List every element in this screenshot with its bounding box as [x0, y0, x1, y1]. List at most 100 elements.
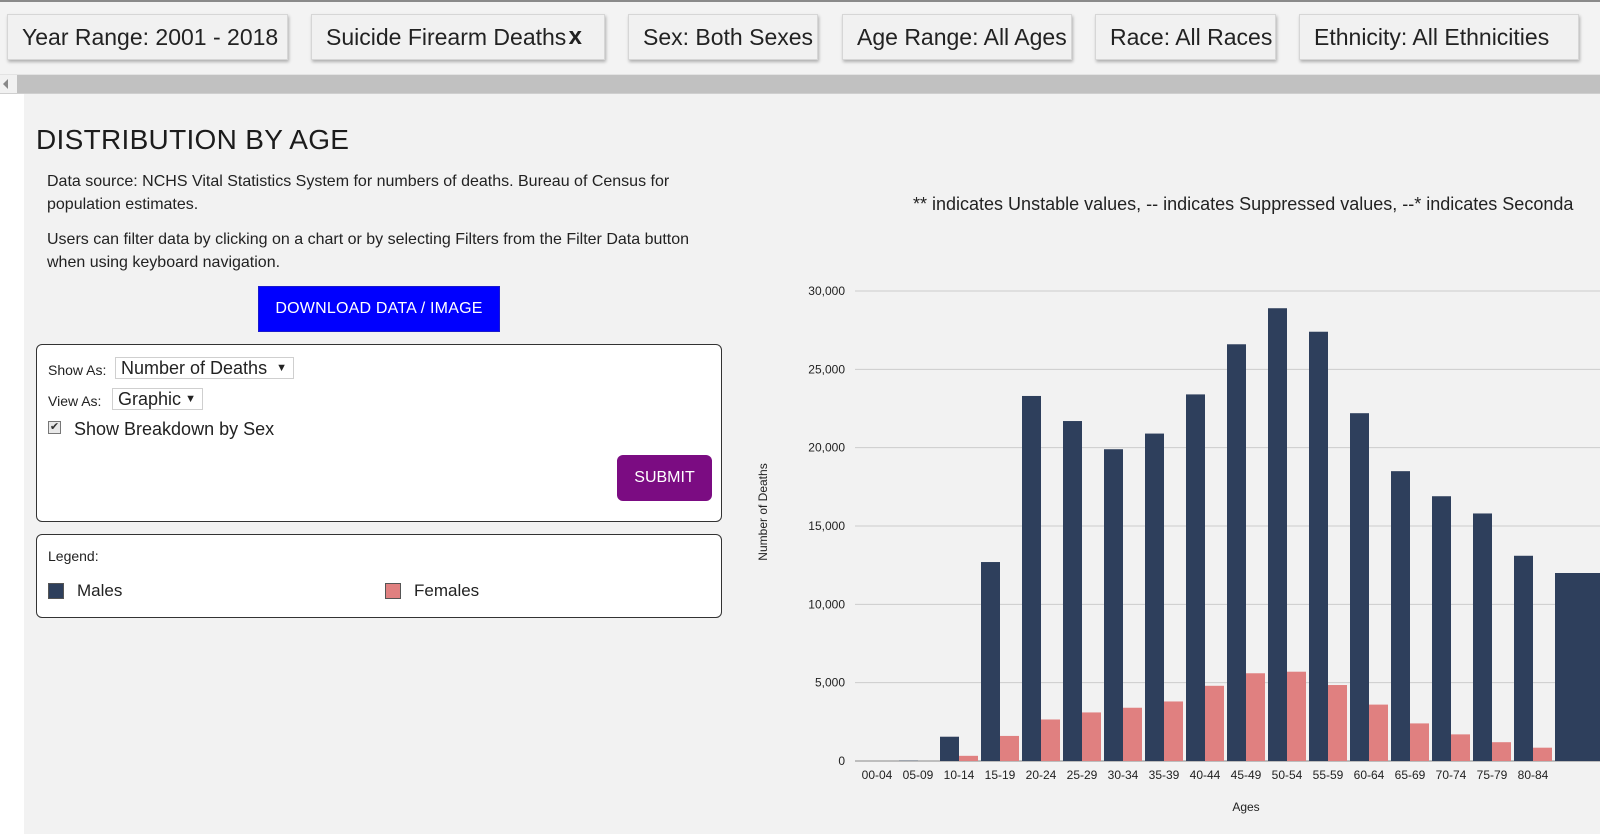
x-tick-label: 55-59 — [1313, 768, 1344, 782]
bar-females-60-64 — [1369, 704, 1388, 761]
y-tick-label: 5,000 — [815, 676, 845, 690]
bar-males-20-24 — [1022, 395, 1041, 761]
bar-females-65-69 — [1410, 723, 1429, 761]
scrollbar-thumb[interactable] — [17, 75, 1600, 93]
bar-females-25-29 — [1082, 712, 1101, 761]
x-tick-label: 60-64 — [1354, 768, 1385, 782]
bar-males-25-29 — [1063, 421, 1082, 761]
dropdown-caret-icon: ▼ — [185, 393, 196, 405]
filter-bar: Year Range: 2001 - 2018 Suicide Firearm … — [0, 2, 1600, 74]
bar-males-55-59 — [1309, 331, 1328, 761]
filter-year-range-label: Year Range: 2001 - 2018 — [22, 24, 279, 50]
y-axis-label: Number of Deaths — [756, 463, 770, 560]
filter-year-range[interactable]: Year Range: 2001 - 2018 — [7, 14, 288, 60]
bar-females-50-54 — [1287, 671, 1306, 761]
bar-males-65-69 — [1391, 471, 1410, 761]
remove-filter-icon[interactable]: x — [568, 23, 582, 50]
x-tick-label: 30-34 — [1108, 768, 1139, 782]
bar-males-40-44 — [1186, 394, 1205, 761]
bar-females-15-19 — [1000, 735, 1019, 761]
bar-females-40-44 — [1205, 685, 1224, 761]
bar-males-50-54 — [1268, 308, 1287, 761]
legend-label-females: Females — [414, 581, 480, 600]
show-as-value: Number of Deaths — [121, 358, 268, 378]
x-tick-label: 70-74 — [1436, 768, 1467, 782]
x-tick-label: 00-04 — [862, 768, 893, 782]
x-tick-label: 50-54 — [1272, 768, 1303, 782]
filter-death-type[interactable]: Suicide Firearm Deaths x — [311, 14, 605, 60]
filter-sex-label: Sex: Both Sexes — [643, 24, 814, 50]
bar-males-75-79 — [1473, 513, 1492, 761]
value-notes: ** indicates Unstable values, -- indicat… — [913, 194, 1574, 214]
bar-males-15-19 — [981, 562, 1000, 761]
bar-females-70-74 — [1451, 734, 1470, 761]
bar-partial-clipped — [1555, 573, 1600, 761]
data-source-text: Data source: NCHS Vital Statistics Syste… — [47, 173, 670, 213]
download-button[interactable]: DOWNLOAD DATA / IMAGE — [258, 286, 500, 332]
x-tick-label: 65-69 — [1395, 768, 1426, 782]
bar-males-60-64 — [1350, 413, 1369, 761]
show-as-select[interactable]: Number of Deaths ▼ — [115, 357, 294, 379]
legend-swatch-females — [385, 583, 401, 599]
bar-females-45-49 — [1246, 673, 1265, 761]
dropdown-caret-icon: ▼ — [276, 362, 287, 374]
show-as-label: Show As: — [48, 362, 107, 378]
page-title: DISTRIBUTION BY AGE — [36, 124, 350, 155]
filter-sex[interactable]: Sex: Both Sexes — [628, 14, 818, 60]
y-tick-label: 10,000 — [808, 597, 845, 611]
legend-panel — [36, 534, 722, 618]
filter-age-range-label: Age Range: All Ages — [857, 24, 1067, 50]
filter-ethnicity-label: Ethnicity: All Ethnicities — [1314, 24, 1550, 50]
filter-race[interactable]: Race: All Races — [1095, 14, 1276, 60]
x-tick-label: 10-14 — [944, 768, 975, 782]
bar-males-70-74 — [1432, 496, 1451, 761]
breakdown-checkbox[interactable]: ✔ — [48, 421, 61, 434]
bar-males-10-14 — [940, 736, 959, 761]
bar-females-80-84 — [1533, 747, 1552, 761]
divider — [0, 93, 1600, 94]
legend-label-males: Males — [77, 581, 123, 600]
breakdown-label: Show Breakdown by Sex — [74, 419, 275, 439]
filter-race-label: Race: All Races — [1110, 24, 1273, 50]
x-tick-label: 20-24 — [1026, 768, 1057, 782]
y-tick-label: 15,000 — [808, 519, 845, 533]
left-gutter — [0, 94, 24, 834]
legend-swatch-males — [48, 583, 64, 599]
filter-death-type-label: Suicide Firearm Deaths — [326, 24, 567, 50]
bar-females-75-79 — [1492, 742, 1511, 761]
top-border — [0, 0, 1600, 2]
x-tick-label: 75-79 — [1477, 768, 1508, 782]
y-tick-label: 20,000 — [808, 441, 845, 455]
y-tick-label: 30,000 — [808, 284, 845, 298]
filter-ethnicity[interactable]: Ethnicity: All Ethnicities — [1299, 14, 1579, 60]
view-as-label: View As: — [48, 393, 102, 409]
x-axis-label: Ages — [1232, 800, 1259, 814]
bar-females-20-24 — [1041, 719, 1060, 761]
x-tick-label: 05-09 — [903, 768, 934, 782]
bar-females-30-34 — [1123, 707, 1142, 761]
bar-females-55-59 — [1328, 685, 1347, 761]
view-as-select[interactable]: Graphic ▼ — [112, 388, 203, 410]
bar-females-10-14 — [959, 755, 978, 761]
x-tick-label: 40-44 — [1190, 768, 1221, 782]
y-tick-label: 25,000 — [808, 362, 845, 376]
bar-males-80-84 — [1514, 555, 1533, 761]
bar-males-45-49 — [1227, 344, 1246, 761]
submit-button[interactable]: SUBMIT — [617, 455, 712, 501]
view-as-value: Graphic — [118, 389, 182, 409]
x-tick-label: 15-19 — [985, 768, 1016, 782]
bar-males-35-39 — [1145, 433, 1164, 761]
scroll-left-icon[interactable] — [3, 79, 8, 89]
x-tick-label: 25-29 — [1067, 768, 1098, 782]
horizontal-scrollbar[interactable] — [0, 74, 1600, 93]
x-tick-label: 35-39 — [1149, 768, 1180, 782]
filter-age-range[interactable]: Age Range: All Ages — [842, 14, 1072, 60]
bar-females-35-39 — [1164, 701, 1183, 761]
legend-title: Legend: — [48, 548, 99, 564]
x-tick-label: 45-49 — [1231, 768, 1262, 782]
y-tick-label: 0 — [838, 754, 845, 768]
filter-help-text: Users can filter data by clicking on a c… — [47, 231, 690, 271]
x-tick-label: 80-84 — [1518, 768, 1549, 782]
bar-males-30-34 — [1104, 449, 1123, 761]
